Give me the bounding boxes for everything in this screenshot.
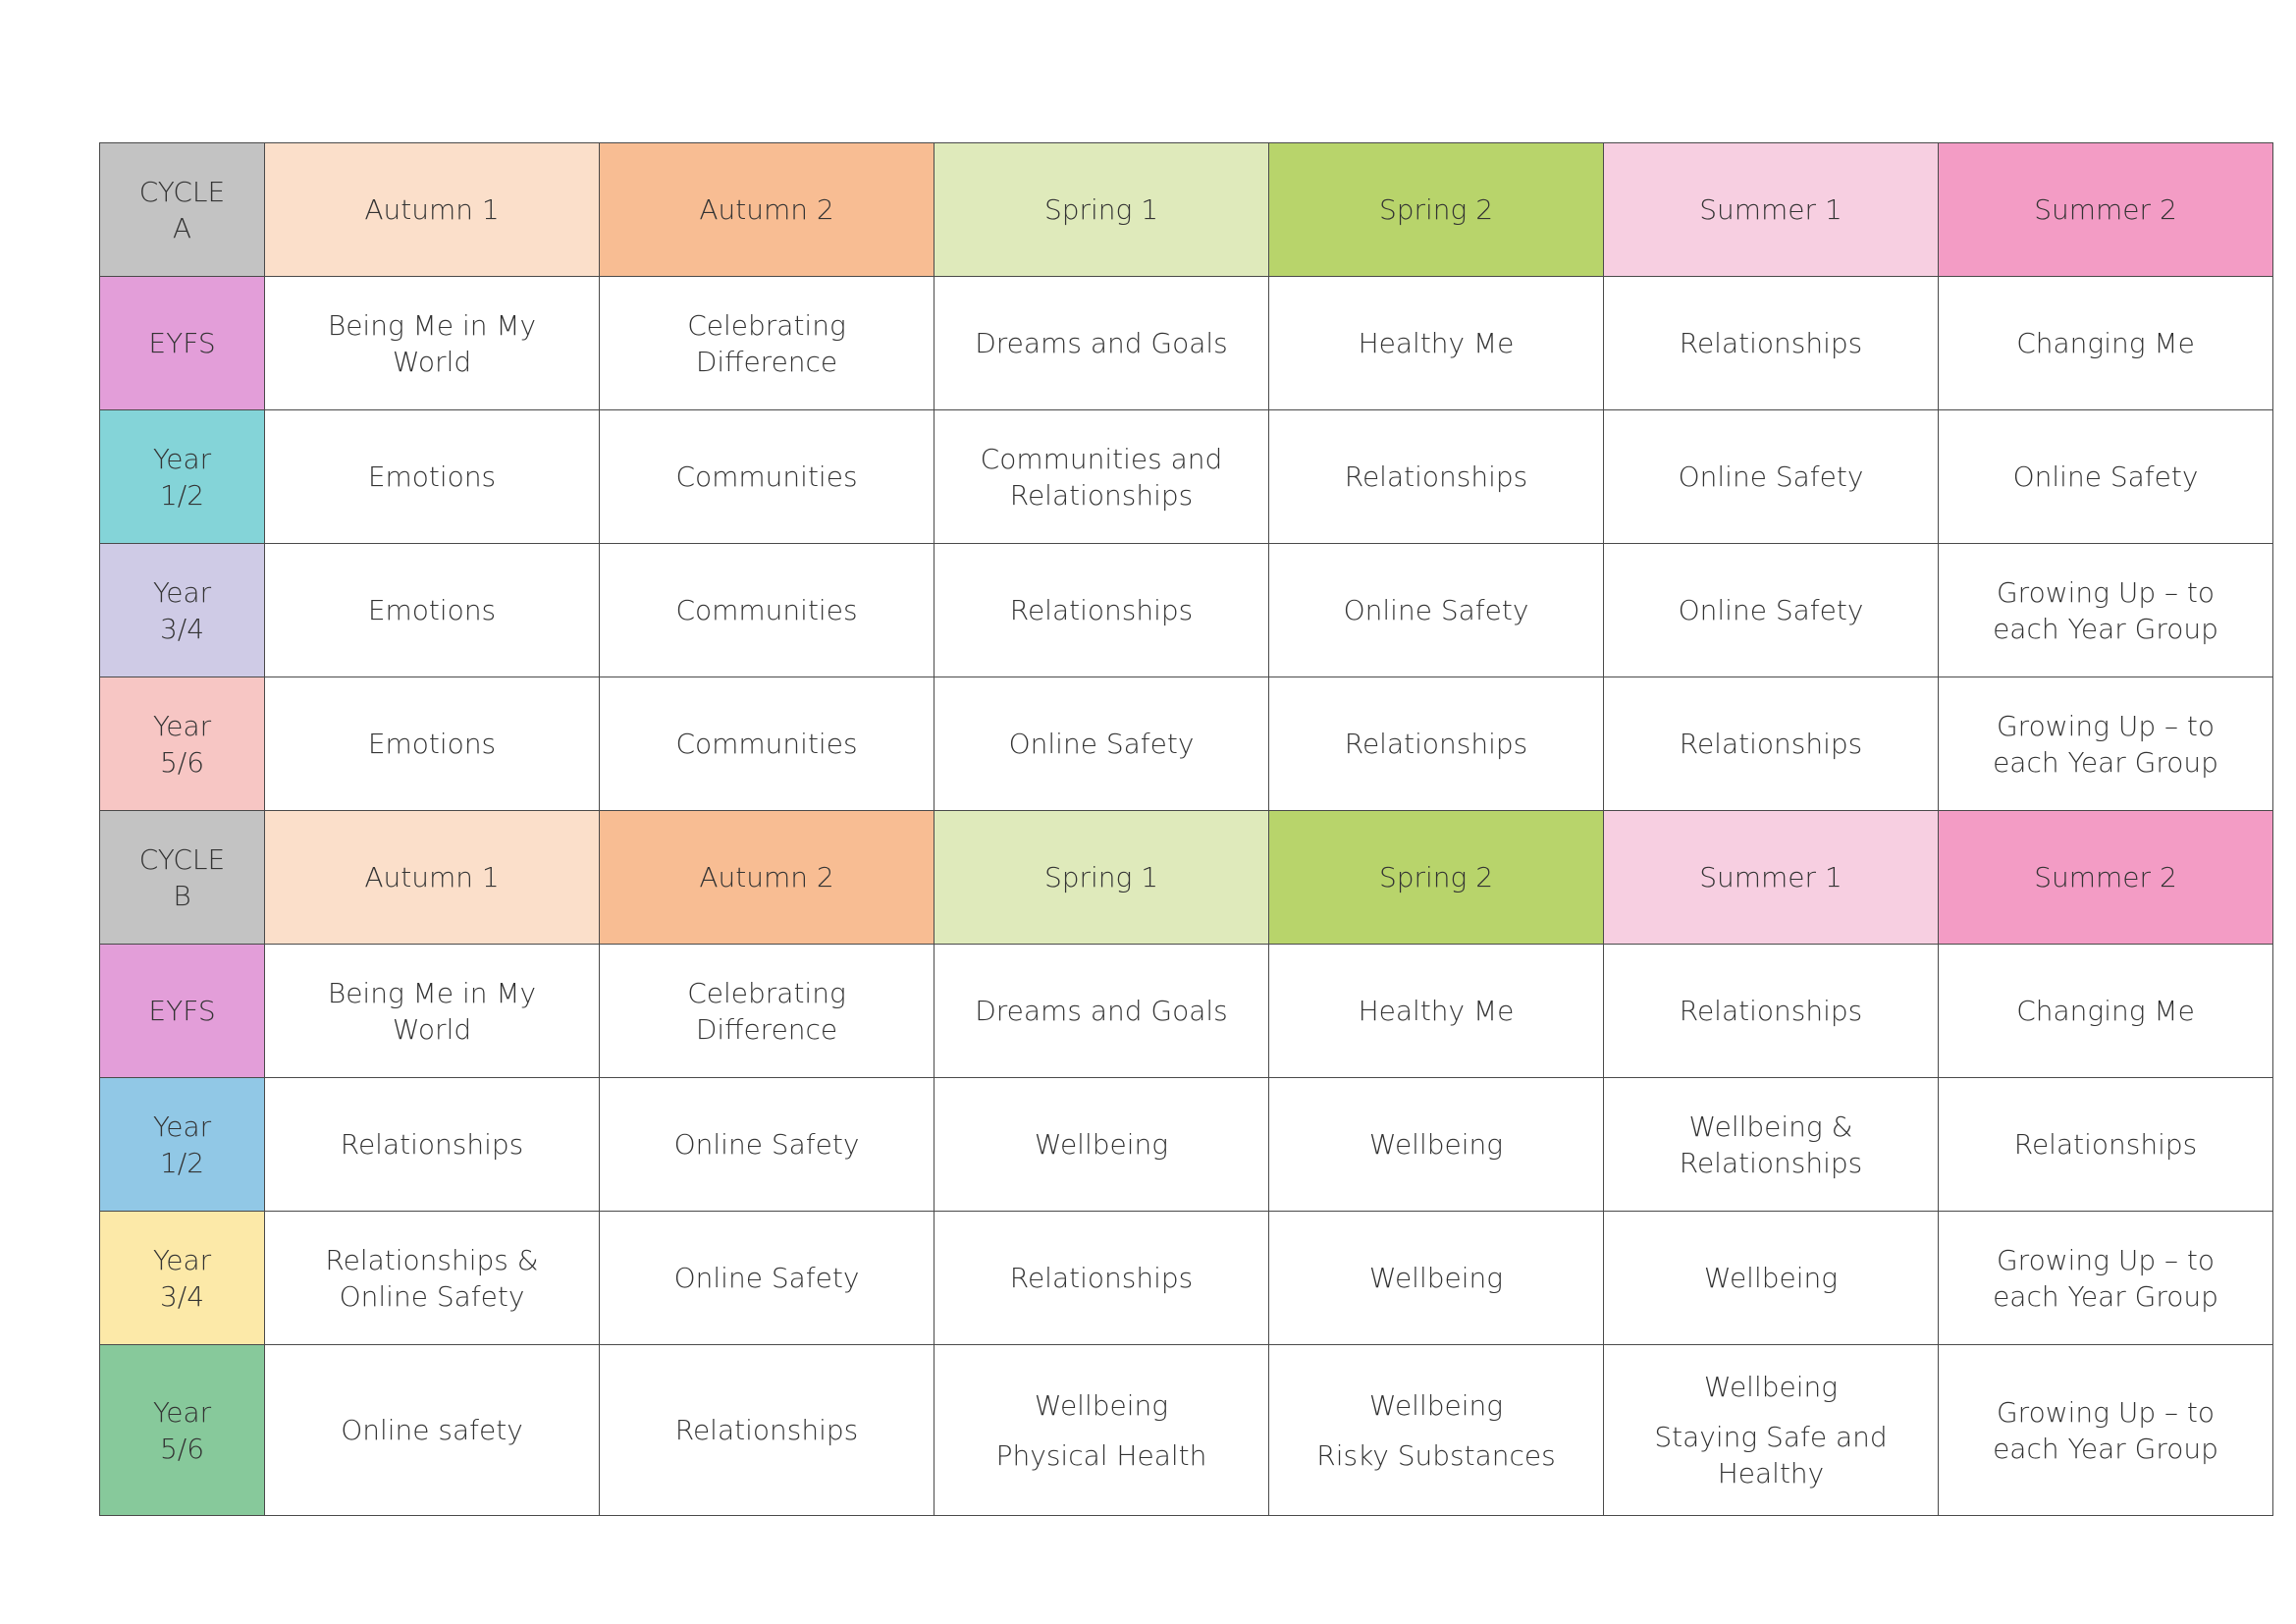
- topic-cell: Relationships & Online Safety: [264, 1211, 600, 1345]
- topic-cell-secondary: Staying Safe and Healthy: [1654, 1421, 1888, 1489]
- topic-cell: Celebrating Difference: [599, 944, 934, 1078]
- topic-cell: Online Safety: [934, 677, 1269, 811]
- topic-cell: Dreams and Goals: [934, 276, 1269, 410]
- topic-cell: Emotions: [264, 677, 600, 811]
- topic-cell: Healthy Me: [1268, 276, 1604, 410]
- topic-cell: Healthy Me: [1268, 944, 1604, 1078]
- table-row: Year 1/2 Relationships Online Safety Wel…: [99, 1077, 2273, 1212]
- topic-cell: Wellbeing: [934, 1077, 1269, 1212]
- curriculum-table: CYCLE A Autumn 1 Autumn 2 Spring 1 Sprin…: [99, 142, 2273, 1516]
- topic-cell: Communities: [599, 677, 934, 811]
- topic-cell: Online Safety: [599, 1077, 934, 1212]
- topic-cell: Emotions: [264, 543, 600, 677]
- topic-cell: Relationships: [1603, 276, 1939, 410]
- topic-cell: Wellbeing: [1268, 1077, 1604, 1212]
- topic-cell: Relationships: [1603, 944, 1939, 1078]
- topic-cell: Celebrating Difference: [599, 276, 934, 410]
- topic-cell: Online Safety: [1603, 409, 1939, 544]
- topic-cell: Online Safety: [599, 1211, 934, 1345]
- table-row: Year 3/4 Relationships & Online Safety O…: [99, 1211, 2273, 1345]
- topic-cell: Communities: [599, 409, 934, 544]
- table-row: Year 5/6 Emotions Communities Online Saf…: [99, 677, 2273, 811]
- term-spring-2: Spring 2: [1268, 810, 1604, 945]
- topic-cell: Wellbeing: [1603, 1211, 1939, 1345]
- year-group-label: Year 3/4: [99, 543, 265, 677]
- term-summer-2: Summer 2: [1938, 142, 2273, 277]
- topic-cell: Growing Up – to each Year Group: [1938, 1344, 2273, 1516]
- cycle-b-label: CYCLE B: [99, 810, 265, 945]
- topic-cell: Online safety: [264, 1344, 600, 1516]
- term-spring-1: Spring 1: [934, 810, 1269, 945]
- topic-cell: Communities: [599, 543, 934, 677]
- topic-cell: Relationships: [934, 1211, 1269, 1345]
- topic-cell: Growing Up – to each Year Group: [1938, 543, 2273, 677]
- cycle-a-header-row: CYCLE A Autumn 1 Autumn 2 Spring 1 Sprin…: [99, 142, 2273, 277]
- topic-cell: Growing Up – to each Year Group: [1938, 677, 2273, 811]
- topic-cell: Growing Up – to each Year Group: [1938, 1211, 2273, 1345]
- topic-cell: Wellbeing & Relationships: [1603, 1077, 1939, 1212]
- topic-cell: Changing Me: [1938, 944, 2273, 1078]
- topic-cell: Online Safety: [1603, 543, 1939, 677]
- topic-cell: Relationships: [599, 1344, 934, 1516]
- topic-cell: Dreams and Goals: [934, 944, 1269, 1078]
- topic-cell: Wellbeing: [1268, 1211, 1604, 1345]
- cycle-a-label: CYCLE A: [99, 142, 265, 277]
- term-autumn-1: Autumn 1: [264, 142, 600, 277]
- topic-cell: Being Me in My World: [264, 276, 600, 410]
- topic-cell: Relationships: [1268, 677, 1604, 811]
- topic-cell: Wellbeing Physical Health: [934, 1344, 1269, 1516]
- topic-cell: Relationships: [264, 1077, 600, 1212]
- topic-cell: Being Me in My World: [264, 944, 600, 1078]
- term-summer-1: Summer 1: [1603, 810, 1939, 945]
- topic-cell: Wellbeing Staying Safe and Healthy: [1603, 1344, 1939, 1516]
- term-autumn-1: Autumn 1: [264, 810, 600, 945]
- year-group-label: EYFS: [99, 944, 265, 1078]
- term-summer-2: Summer 2: [1938, 810, 2273, 945]
- table-row: EYFS Being Me in My World Celebrating Di…: [99, 276, 2273, 410]
- topic-cell: Emotions: [264, 409, 600, 544]
- year-group-label: EYFS: [99, 276, 265, 410]
- year-group-label: Year 5/6: [99, 1344, 265, 1516]
- term-autumn-2: Autumn 2: [599, 810, 934, 945]
- topic-cell: Relationships: [1603, 677, 1939, 811]
- topic-cell: Online Safety: [1938, 409, 2273, 544]
- topic-cell: Relationships: [1938, 1077, 2273, 1212]
- table-row: Year 3/4 Emotions Communities Relationsh…: [99, 543, 2273, 677]
- topic-cell: Changing Me: [1938, 276, 2273, 410]
- table-row: EYFS Being Me in My World Celebrating Di…: [99, 944, 2273, 1078]
- topic-cell-secondary: Physical Health: [995, 1438, 1207, 1472]
- cycle-b-header-row: CYCLE B Autumn 1 Autumn 2 Spring 1 Sprin…: [99, 810, 2273, 945]
- topic-cell: Wellbeing Risky Substances: [1268, 1344, 1604, 1516]
- topic-cell: Relationships: [1268, 409, 1604, 544]
- year-group-label: Year 5/6: [99, 677, 265, 811]
- term-spring-2: Spring 2: [1268, 142, 1604, 277]
- topic-cell-secondary: Risky Substances: [1316, 1438, 1556, 1472]
- year-group-label: Year 3/4: [99, 1211, 265, 1345]
- term-autumn-2: Autumn 2: [599, 142, 934, 277]
- term-summer-1: Summer 1: [1603, 142, 1939, 277]
- table-row: Year 1/2 Emotions Communities Communitie…: [99, 409, 2273, 544]
- table-row: Year 5/6 Online safety Relationships Wel…: [99, 1344, 2273, 1516]
- topic-cell: Communities and Relationships: [934, 409, 1269, 544]
- topic-cell: Relationships: [934, 543, 1269, 677]
- year-group-label: Year 1/2: [99, 409, 265, 544]
- topic-cell: Online Safety: [1268, 543, 1604, 677]
- term-spring-1: Spring 1: [934, 142, 1269, 277]
- year-group-label: Year 1/2: [99, 1077, 265, 1212]
